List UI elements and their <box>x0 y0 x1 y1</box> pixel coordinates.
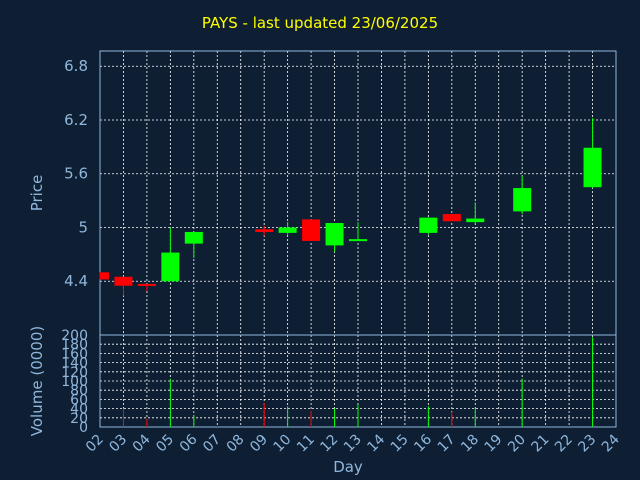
volume-tick-label: 180 <box>61 337 88 353</box>
x-tick-label: 05 <box>153 432 177 456</box>
x-axis-label: Day <box>333 458 363 476</box>
x-tick-label: 24 <box>599 431 623 455</box>
volume-tick-label: 60 <box>70 392 88 408</box>
candle-body <box>442 214 461 222</box>
price-axis-label: Price <box>28 175 46 212</box>
candle-body <box>137 283 156 286</box>
x-tick-label: 14 <box>364 431 388 455</box>
x-tick-label: 11 <box>294 432 318 456</box>
volume-tick-label: 120 <box>61 365 88 381</box>
y-tick-label: 5.6 <box>64 165 88 183</box>
volume-tick-label: 80 <box>70 383 88 399</box>
x-tick-label: 18 <box>458 432 482 456</box>
x-tick-label: 23 <box>575 432 599 456</box>
x-tick-label: 04 <box>130 431 154 455</box>
x-tick-label: 03 <box>106 432 130 456</box>
volume-tick-label: 100 <box>61 374 88 390</box>
volume-axis-label: Volume (0000) <box>28 326 46 436</box>
x-tick-label: 09 <box>247 432 271 456</box>
volume-tick-label: 0 <box>79 420 88 436</box>
x-tick-label: 13 <box>341 432 365 456</box>
candle-body <box>302 219 321 241</box>
candle-body <box>419 217 438 233</box>
x-tick-label: 17 <box>435 432 459 456</box>
candle-body <box>583 147 602 188</box>
volume-tick-label: 200 <box>61 328 88 344</box>
x-tick-label: 08 <box>224 432 248 456</box>
x-tick-label: 15 <box>388 432 412 456</box>
x-tick-label: 06 <box>177 431 201 455</box>
x-tick-label: 21 <box>529 432 553 456</box>
candle-body <box>100 272 109 280</box>
volume-tick-label: 160 <box>61 346 88 362</box>
y-tick-label: 6.2 <box>64 111 88 129</box>
x-tick-label: 22 <box>552 432 576 456</box>
chart-title: PAYS - last updated 23/06/2025 <box>201 14 439 32</box>
x-tick-label: 19 <box>482 432 506 456</box>
y-tick-label: 4.4 <box>64 272 88 290</box>
candle-body <box>466 218 485 223</box>
x-tick-label: 16 <box>411 431 435 455</box>
x-tick-label: 20 <box>505 432 529 456</box>
candle-body <box>114 276 133 286</box>
candle-body <box>278 227 297 233</box>
x-tick-label: 10 <box>271 432 295 456</box>
y-tick-label: 5 <box>78 218 88 236</box>
volume-tick-label: 20 <box>70 411 88 427</box>
volume-tick-label: 140 <box>61 356 88 372</box>
candle-body <box>184 231 203 244</box>
candle-body <box>255 229 274 232</box>
y-tick-label: 6.8 <box>64 57 88 75</box>
volume-tick-label: 40 <box>70 402 88 418</box>
candle-body <box>513 188 532 212</box>
x-tick-label: 12 <box>317 432 341 456</box>
x-tick-label: 07 <box>200 432 224 456</box>
candle-body <box>349 239 367 242</box>
candle-body <box>325 223 344 246</box>
candle-body <box>161 252 180 282</box>
